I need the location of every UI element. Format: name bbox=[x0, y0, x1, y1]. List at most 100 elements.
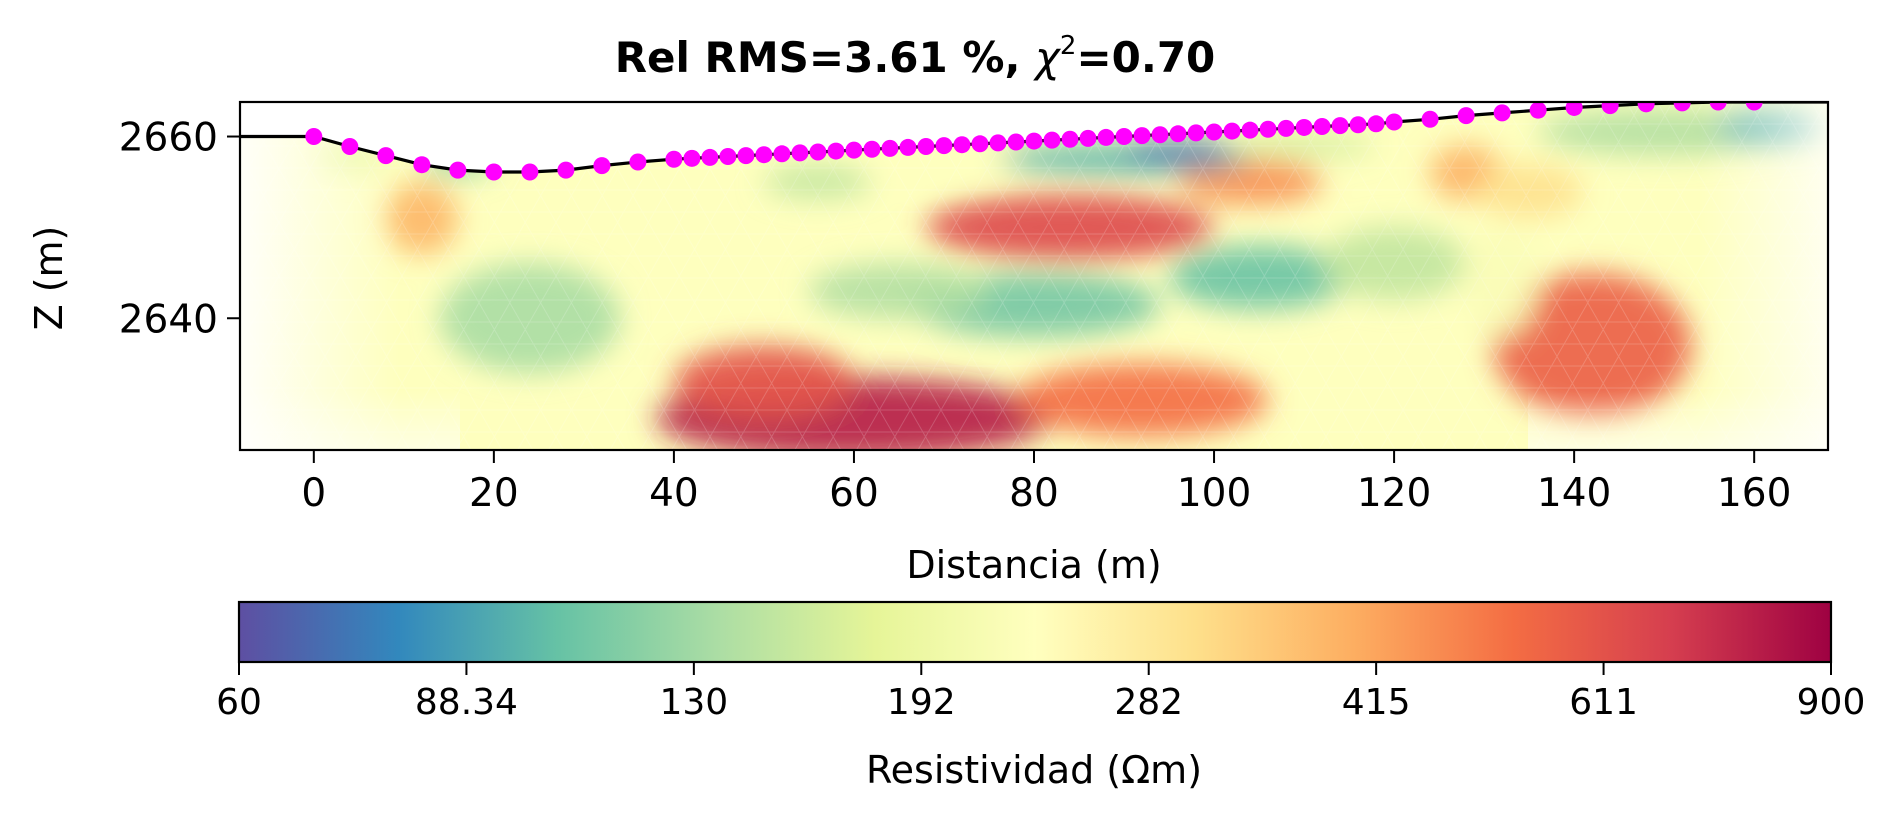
resistivity-feature bbox=[1232, 134, 1377, 157]
electrode-marker bbox=[1457, 107, 1475, 125]
electrode-marker bbox=[1115, 128, 1133, 146]
electrode-marker bbox=[989, 134, 1007, 152]
resistivity-feature bbox=[1015, 363, 1269, 437]
electrode-marker bbox=[1241, 121, 1259, 139]
y-axis-label: Z (m) bbox=[27, 226, 71, 331]
colorbar-tick-label: 611 bbox=[1569, 682, 1638, 723]
electrode-marker bbox=[305, 128, 323, 146]
electrode-marker bbox=[1025, 132, 1043, 150]
x-tick-label: 160 bbox=[1717, 471, 1791, 516]
electrode-marker bbox=[521, 163, 539, 181]
electrode-marker bbox=[1313, 118, 1331, 136]
electrode-marker bbox=[1601, 102, 1619, 115]
electrode-marker bbox=[1223, 122, 1241, 140]
electrode-marker bbox=[1295, 118, 1313, 136]
resistivity-feature bbox=[439, 263, 620, 373]
title-rms-unit: %, bbox=[948, 33, 1035, 82]
x-tick-label: 0 bbox=[301, 471, 326, 516]
colorbar-tick-label: 130 bbox=[659, 682, 728, 723]
electrode-marker bbox=[413, 156, 431, 174]
electrodes bbox=[305, 102, 1763, 181]
resistivity-feature bbox=[1124, 141, 1233, 163]
electrode-marker bbox=[1529, 102, 1547, 119]
title-rms-value: 3.61 bbox=[844, 33, 948, 82]
x-tick-label: 140 bbox=[1537, 471, 1611, 516]
x-tick-label: 40 bbox=[649, 471, 699, 516]
y-tick-label: 2640 bbox=[119, 297, 218, 342]
electrode-marker bbox=[917, 138, 935, 156]
title-chi-value: =0.70 bbox=[1076, 33, 1215, 82]
electrode-marker bbox=[773, 145, 791, 163]
electrode-marker bbox=[899, 138, 917, 156]
electrode-marker bbox=[809, 143, 827, 161]
electrode-marker bbox=[1565, 102, 1583, 116]
colorbar-tick-label: 415 bbox=[1342, 682, 1411, 723]
resistivity-feature bbox=[925, 194, 1215, 261]
colorbar-ticks: 60 88.34 130 192 282 415 611 900 bbox=[216, 662, 1865, 723]
electrode-marker bbox=[1367, 115, 1385, 133]
y-tick-label: 2660 bbox=[119, 116, 218, 161]
electrode-marker bbox=[935, 137, 953, 155]
electrode-marker bbox=[791, 144, 809, 162]
electrode-marker bbox=[1169, 125, 1187, 143]
colorbar-tick-label: 900 bbox=[1797, 682, 1866, 723]
colorbar-label: Resistividad (Ωm) bbox=[866, 748, 1202, 792]
y-axis-ticks: 2640 2660 bbox=[119, 116, 240, 342]
colorbar-tick-label: 60 bbox=[216, 682, 262, 723]
resistivity-feature bbox=[808, 263, 989, 319]
x-tick-label: 120 bbox=[1357, 471, 1431, 516]
electrode-marker bbox=[1097, 128, 1115, 146]
inversion-fade bbox=[240, 102, 1828, 450]
electrode-marker bbox=[827, 142, 845, 160]
electrode-marker bbox=[719, 148, 737, 166]
electrode-marker bbox=[971, 135, 989, 153]
electrode-marker bbox=[701, 148, 719, 166]
electrode-marker bbox=[863, 140, 881, 158]
electrode-marker bbox=[683, 149, 701, 167]
resistivity-feature bbox=[1475, 163, 1584, 219]
x-tick-label: 100 bbox=[1177, 471, 1251, 516]
colorbar bbox=[237, 600, 1833, 664]
electrode-marker bbox=[1637, 102, 1655, 113]
title-prefix: Rel RMS= bbox=[615, 33, 844, 82]
electrode-marker bbox=[953, 136, 971, 154]
chart-title: Rel RMS=3.61 %, χ2=0.70 bbox=[615, 31, 1216, 82]
plot-area bbox=[240, 102, 1828, 450]
x-tick-label: 60 bbox=[829, 471, 879, 516]
resistivity-feature bbox=[385, 181, 458, 255]
electrode-marker bbox=[1007, 133, 1025, 151]
title-chi-symbol: χ bbox=[1033, 33, 1062, 82]
electrode-marker bbox=[557, 161, 575, 179]
electrode-marker bbox=[1151, 126, 1169, 144]
resistivity-feature bbox=[673, 345, 854, 419]
electrode-marker bbox=[1133, 127, 1151, 145]
electrode-marker bbox=[1349, 116, 1367, 134]
resistivity-feature bbox=[1322, 227, 1467, 301]
electrode-marker bbox=[1187, 124, 1205, 142]
x-axis-ticks: 0 20 40 60 80 100 120 140 160 bbox=[301, 450, 1791, 516]
electrode-marker bbox=[1205, 123, 1223, 141]
electrode-marker bbox=[629, 153, 647, 171]
electrode-marker bbox=[377, 147, 395, 165]
electrode-marker bbox=[1709, 102, 1727, 111]
electrode-marker bbox=[755, 146, 773, 164]
electrode-marker bbox=[1277, 119, 1295, 137]
colorbar-tick-label: 192 bbox=[887, 682, 956, 723]
resistivity-feature bbox=[1178, 159, 1323, 205]
electrode-marker bbox=[593, 157, 611, 175]
electrode-marker bbox=[845, 141, 863, 159]
electrode-marker bbox=[1061, 130, 1079, 148]
electrode-marker bbox=[1079, 129, 1097, 147]
x-axis-label: Distancia (m) bbox=[906, 543, 1161, 587]
electrode-marker bbox=[1259, 120, 1277, 138]
electrode-marker bbox=[1673, 102, 1691, 112]
electrode-marker bbox=[665, 150, 683, 168]
colorbar-tick-label: 282 bbox=[1114, 682, 1183, 723]
resistivity-feature bbox=[1169, 245, 1350, 310]
colorbar-tick-label: 88.34 bbox=[415, 682, 518, 723]
x-tick-label: 80 bbox=[1009, 471, 1059, 516]
resistivity-feature bbox=[763, 165, 872, 199]
electrode-marker bbox=[1745, 102, 1763, 111]
